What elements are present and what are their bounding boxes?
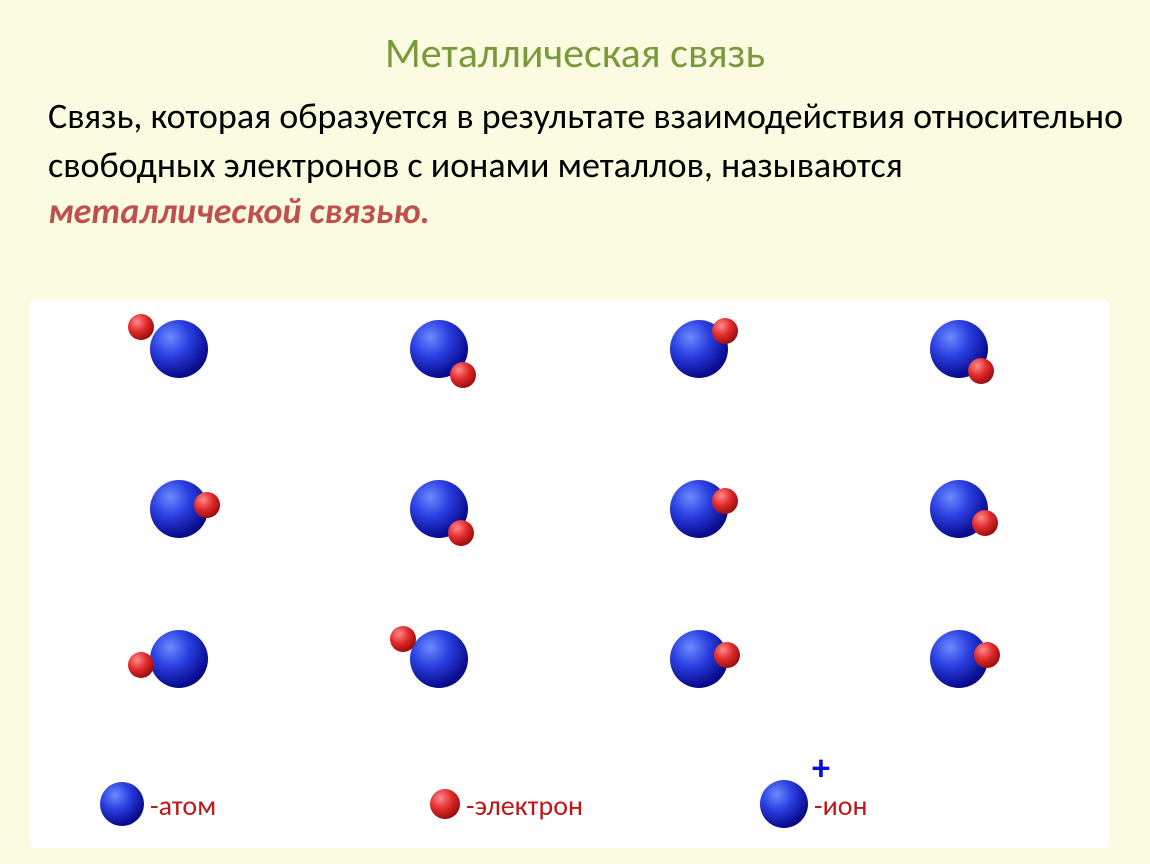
electron-sphere: [194, 492, 220, 518]
ion-sphere: [150, 630, 208, 688]
electron-sphere: [450, 362, 476, 388]
legend-atom-label: -атом: [150, 788, 216, 823]
electron-sphere: [714, 642, 740, 668]
legend-ion-plus: +: [812, 746, 830, 790]
metallic-bond-diagram: -атом -электрон +-ион: [30, 300, 1110, 848]
legend-atom-icon: [100, 782, 144, 826]
definition-paragraph: Связь, которая образуется в результате в…: [48, 92, 1130, 233]
definition-highlight: металлической связью.: [48, 189, 430, 233]
electron-sphere: [390, 626, 416, 652]
title-text: Металлическая связь: [385, 28, 765, 79]
electron-sphere: [972, 510, 998, 536]
slide: Металлическая связь Связь, которая образ…: [0, 0, 1150, 864]
legend-ion-icon: [760, 780, 808, 828]
legend-electron-icon: [430, 789, 460, 819]
electron-sphere: [448, 520, 474, 546]
electron-sphere: [128, 652, 154, 678]
electron-sphere: [968, 358, 994, 384]
electron-sphere: [974, 642, 1000, 668]
electron-sphere: [712, 488, 738, 514]
slide-title: Металлическая связь: [0, 28, 1150, 79]
legend-electron-label: -электрон: [466, 788, 583, 823]
ion-sphere: [150, 320, 208, 378]
electron-sphere: [128, 314, 154, 340]
ion-sphere: [410, 630, 468, 688]
legend-ion-label: -ион: [814, 788, 867, 823]
definition-prefix: Связь, которая образуется в результате в…: [48, 94, 1123, 187]
electron-sphere: [712, 318, 738, 344]
